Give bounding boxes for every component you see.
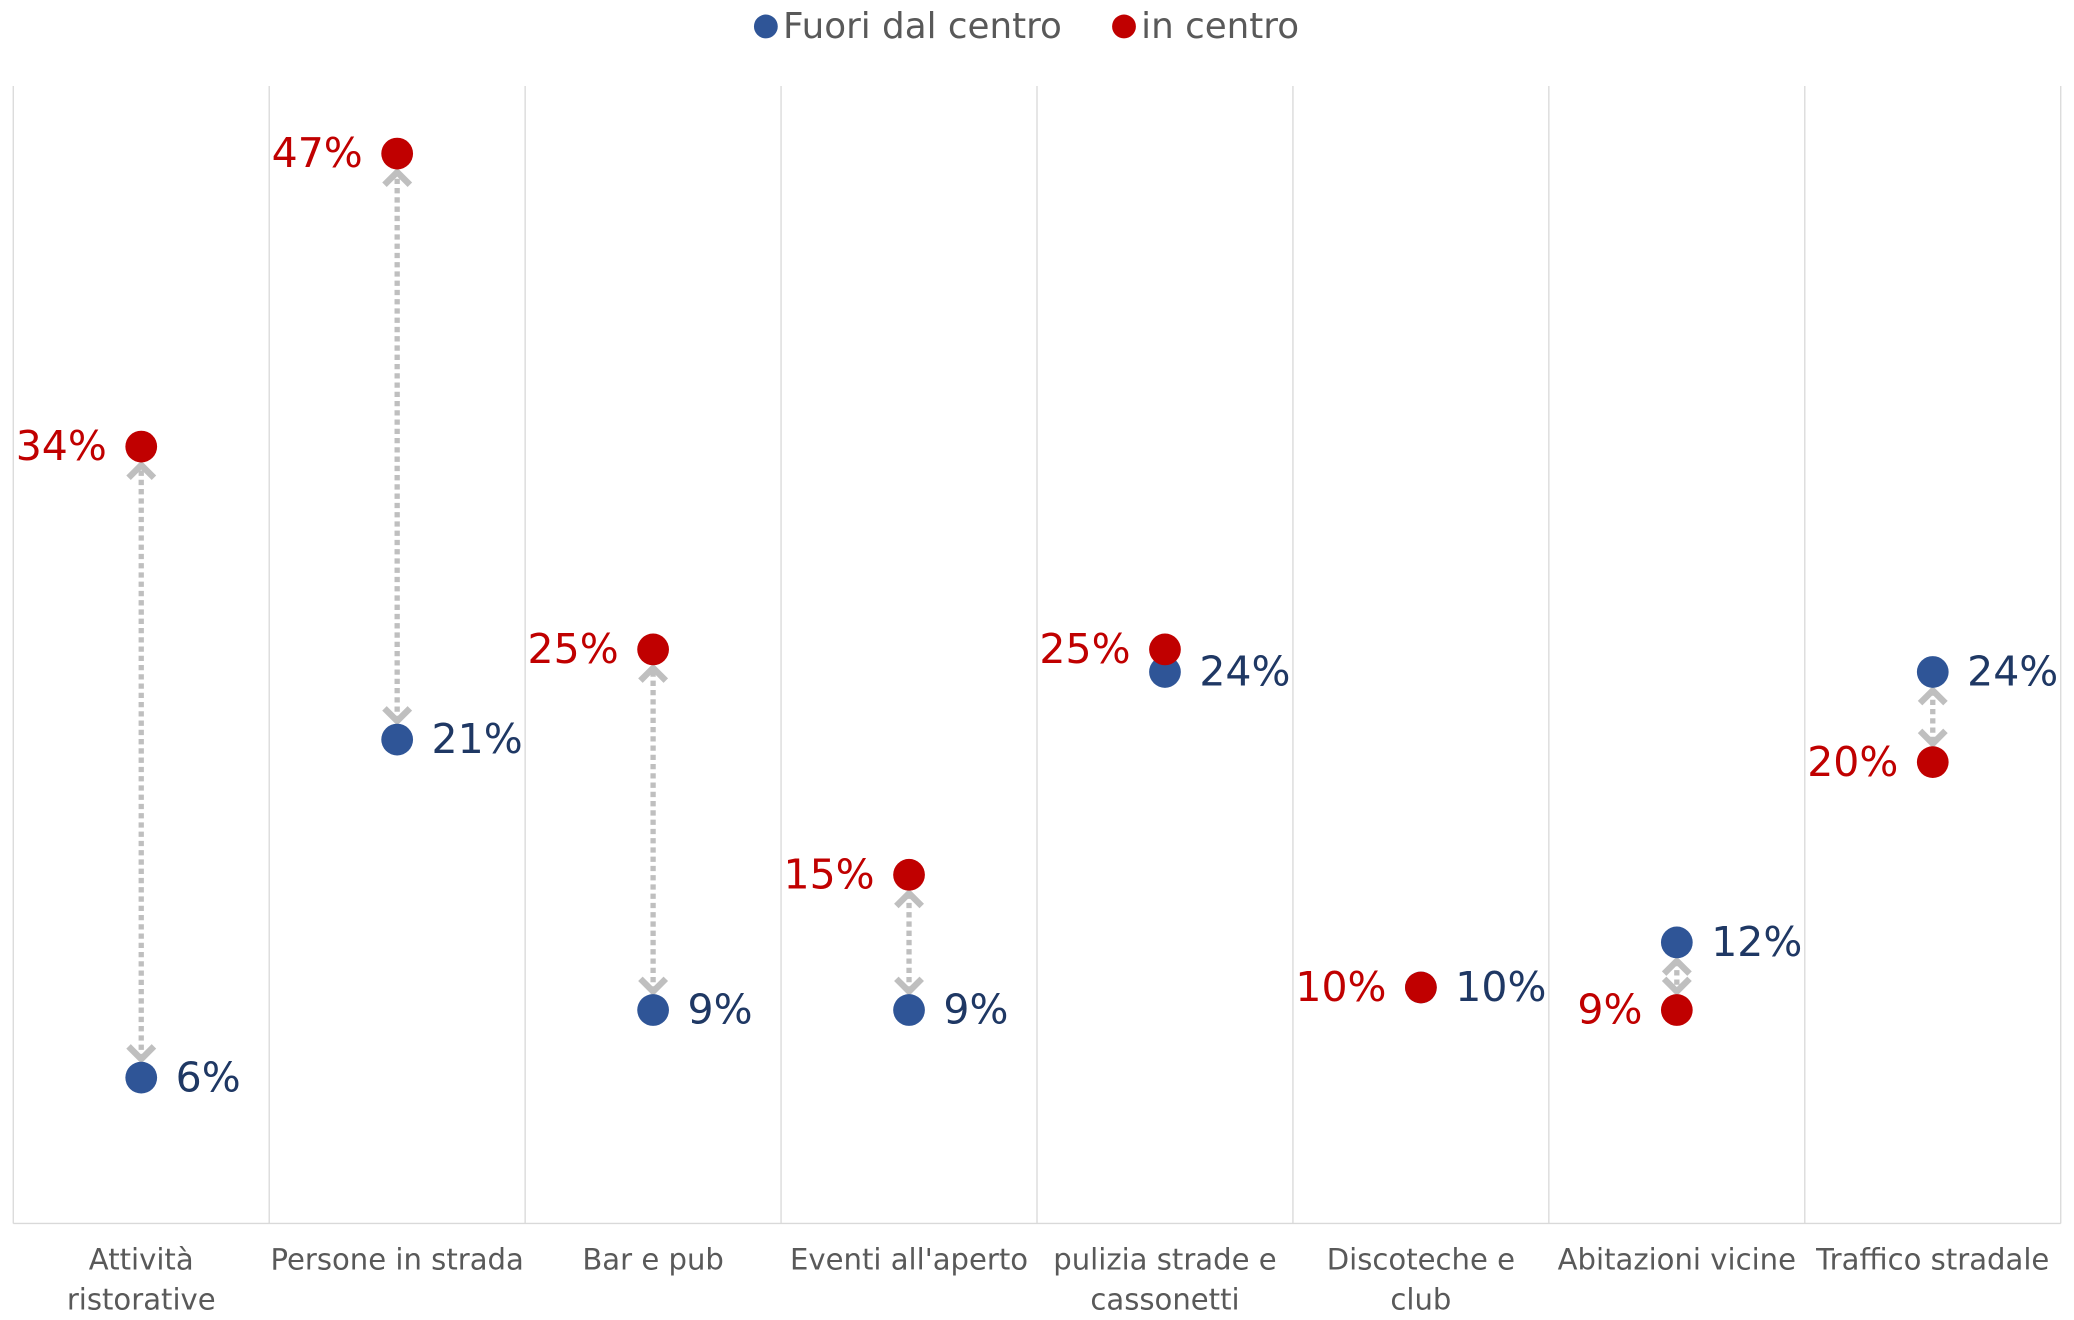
point: [1916, 656, 1949, 688]
x-tick-label-box: Attività ristorative: [66, 1244, 216, 1318]
point: [1405, 971, 1437, 1004]
data-label: 21%: [432, 715, 523, 763]
point: [381, 723, 414, 756]
x-tick-label-box: Traffico stradale: [1816, 1244, 2050, 1278]
x-tick-label: Persone in strada: [270, 1244, 524, 1278]
data-label: 15%: [784, 850, 875, 898]
point: [637, 994, 669, 1026]
point: [125, 1061, 158, 1094]
x-tick-label: Bar e pub: [582, 1244, 724, 1278]
point: [1916, 746, 1949, 778]
data-label: 10%: [1455, 963, 1546, 1011]
x-tick-label-box: pulizia strade e cassonetti: [1053, 1244, 1277, 1318]
point: [1149, 656, 1181, 688]
legend-marker: [1112, 14, 1136, 39]
x-tick-label: Discoteche e club: [1326, 1244, 1516, 1318]
data-label: 20%: [1807, 738, 1898, 786]
legend-label: in centro: [1141, 6, 1299, 47]
legend-marker: [753, 14, 778, 39]
x-tick-label: Eventi all'aperto: [789, 1244, 1029, 1278]
data-label: 24%: [1967, 648, 2058, 696]
data-label: 10%: [1295, 963, 1386, 1011]
point: [893, 994, 925, 1026]
x-tick-label-box: Eventi all'aperto: [789, 1244, 1029, 1278]
point: [125, 430, 158, 463]
data-label: 9%: [943, 986, 1008, 1034]
point: [637, 633, 669, 666]
data-label: 25%: [1039, 625, 1130, 673]
data-label: 6%: [176, 1053, 241, 1101]
data-label: 12%: [1711, 918, 1802, 966]
x-tick-label-box: Discoteche e club: [1326, 1244, 1516, 1318]
x-tick-label: Traffico stradale: [1816, 1244, 2050, 1278]
data-label: 9%: [687, 986, 752, 1034]
point: [893, 858, 925, 891]
x-tick-label-box: Persone in strada: [270, 1244, 524, 1278]
x-tick-label: Abitazioni vicine: [1557, 1244, 1797, 1278]
x-tick-label-box: Abitazioni vicine: [1557, 1244, 1797, 1278]
legend: Fuori dal centro in centro: [753, 6, 1299, 47]
point: [1149, 633, 1181, 666]
data-label: 25%: [528, 625, 619, 673]
point: [1660, 994, 1693, 1026]
data-label: 34%: [16, 422, 107, 470]
point: [1660, 926, 1693, 959]
legend-label: Fuori dal centro: [783, 6, 1062, 47]
x-tick-label: Attività ristorative: [66, 1244, 216, 1318]
x-tick-label: pulizia strade e cassonetti: [1053, 1244, 1277, 1318]
x-tick-label-box: Bar e pub: [582, 1244, 724, 1278]
data-label: 47%: [272, 129, 363, 177]
point: [381, 137, 414, 170]
data-label: 24%: [1199, 648, 1290, 696]
data-label: 9%: [1577, 986, 1642, 1034]
